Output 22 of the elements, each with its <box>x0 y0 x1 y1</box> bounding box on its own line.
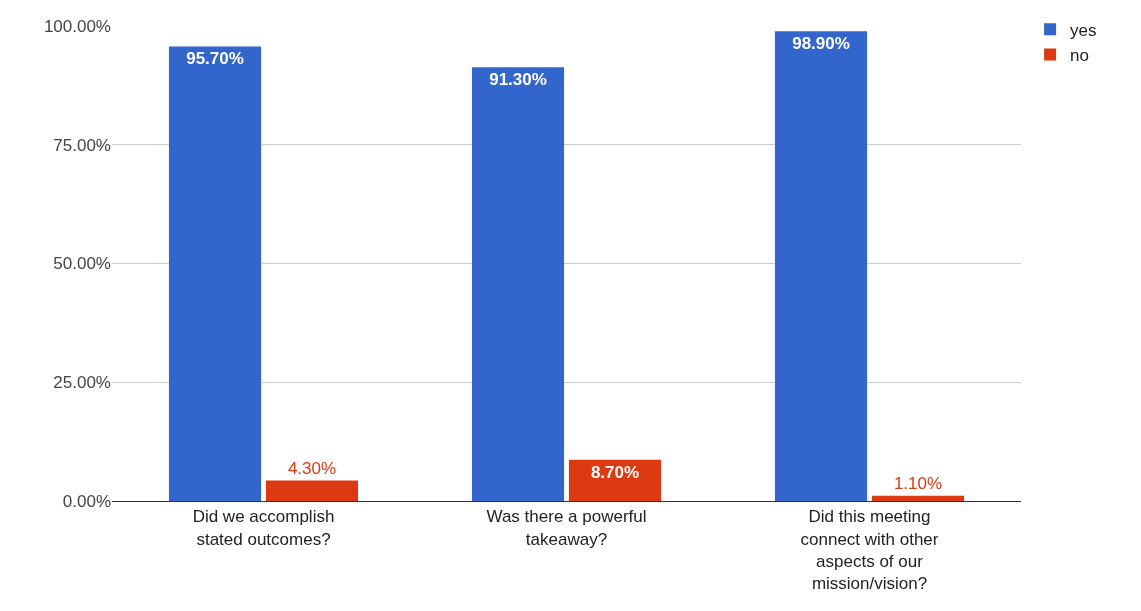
bar <box>774 31 868 501</box>
y-tick-label: 100.00% <box>43 16 111 36</box>
y-tick-label: 0.00% <box>62 491 111 511</box>
bar <box>871 495 965 501</box>
y-tick-label: 75.00% <box>53 135 111 155</box>
x-tick-label: Was there a powerful takeaway? <box>486 507 647 549</box>
legend-label: yes <box>1070 20 1097 40</box>
y-tick-label: 25.00% <box>53 373 111 393</box>
y-tick-label: 50.00% <box>53 254 111 274</box>
x-tick-label: Did this meeting connect with other aspects of our mission/vision? <box>800 507 939 593</box>
bar <box>168 46 262 501</box>
legend-label: no <box>1070 46 1090 66</box>
x-tick-label: Did we accomplish stated outcomes? <box>192 507 335 549</box>
bar <box>265 480 359 501</box>
bar <box>568 459 662 501</box>
data-label: 4.30% <box>287 458 337 478</box>
bar <box>471 67 565 501</box>
data-label: 1.10% <box>893 473 943 493</box>
data-label: 8.70% <box>590 462 640 482</box>
data-label: 95.70% <box>186 49 244 69</box>
data-label: 91.30% <box>489 70 547 90</box>
data-label: 98.90% <box>792 34 850 54</box>
